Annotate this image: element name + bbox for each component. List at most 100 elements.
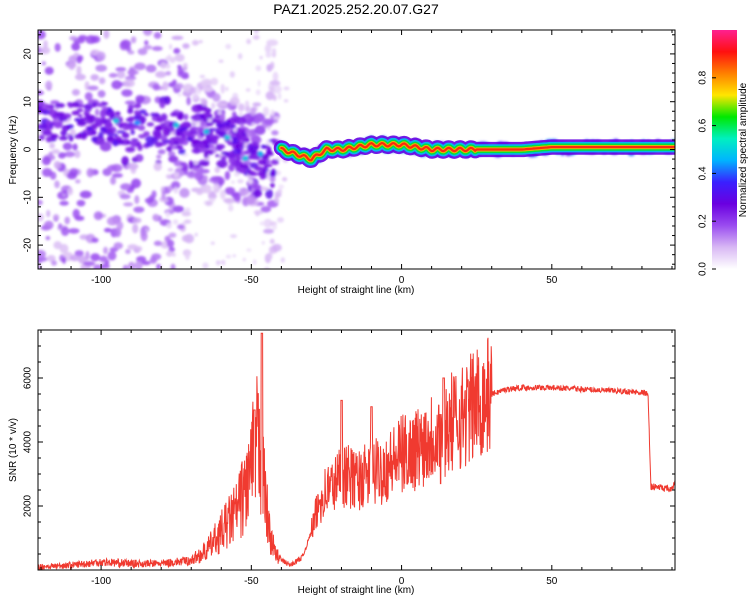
heatmap-blob-1057 bbox=[169, 112, 178, 117]
heatmap-blob-1136 bbox=[195, 142, 206, 149]
heatmap-blob-1306 bbox=[156, 117, 165, 122]
heatmap-blob-74 bbox=[265, 91, 275, 101]
heatmap-blob-363 bbox=[52, 213, 60, 221]
y-tick-label: -20 bbox=[23, 237, 34, 252]
heatmap-blob-1318 bbox=[165, 146, 172, 152]
heatmap-blob-538 bbox=[191, 40, 199, 46]
heatmap-blob-490 bbox=[266, 45, 271, 53]
heatmap-blob-630 bbox=[160, 186, 165, 192]
heatmap-blob-265 bbox=[60, 226, 70, 237]
heatmap-blob-9 bbox=[120, 183, 132, 191]
heatmap-blob-168 bbox=[38, 213, 44, 222]
heatmap-blob-244 bbox=[174, 53, 185, 62]
heatmap-blob-627 bbox=[199, 98, 206, 103]
heatmap-blob-393 bbox=[91, 237, 99, 243]
heatmap-blob-556 bbox=[210, 241, 215, 245]
heatmap-blob-1303 bbox=[266, 150, 274, 157]
heatmap-blob-77 bbox=[54, 180, 60, 189]
heatmap-blob-305 bbox=[121, 89, 133, 97]
x-tick-label: -100 bbox=[91, 576, 111, 587]
heatmap-blob-1261 bbox=[220, 151, 228, 155]
heatmap-blob-541 bbox=[196, 190, 204, 196]
heatmap-blob-130 bbox=[49, 142, 55, 149]
heatmap-blob-1179 bbox=[160, 123, 166, 127]
heatmap-blob-64 bbox=[93, 211, 103, 221]
heatmap-blob-938 bbox=[68, 134, 74, 142]
heatmap-blob-577 bbox=[277, 217, 284, 223]
heatmap-blob-593 bbox=[181, 222, 187, 226]
heatmap-blob-992 bbox=[108, 123, 114, 127]
heatmap-blob-525 bbox=[283, 99, 289, 103]
heatmap-blob-613 bbox=[205, 200, 212, 207]
heatmap-blob-1192 bbox=[83, 103, 93, 111]
heatmap-blob-377 bbox=[119, 193, 131, 200]
x-tick-label: -100 bbox=[91, 275, 111, 286]
y-tick-label: 6000 bbox=[23, 366, 34, 389]
heatmap-blob-71 bbox=[168, 232, 177, 238]
heatmap-blob-1204 bbox=[48, 104, 54, 112]
heatmap-blob-713 bbox=[215, 154, 220, 158]
heatmap-blob-1235 bbox=[133, 110, 141, 115]
heatmap-blob-328 bbox=[115, 67, 127, 72]
heatmap-blob-478 bbox=[195, 169, 201, 178]
heatmap-blob-123 bbox=[135, 154, 144, 163]
heatmap-blob-494 bbox=[141, 260, 151, 266]
heatmap-blob-340 bbox=[95, 64, 107, 72]
heatmap-blob-819 bbox=[232, 144, 237, 150]
heatmap-blob-510 bbox=[179, 161, 189, 172]
heatmap-blob-589 bbox=[229, 71, 235, 78]
heatmap-blob-960 bbox=[55, 111, 66, 117]
heatmap-blob-532 bbox=[230, 234, 237, 239]
heatmap-blob-1302 bbox=[92, 130, 97, 135]
heatmap-blob-489 bbox=[119, 40, 128, 51]
heatmap-blob-632 bbox=[164, 56, 172, 61]
heatmap-blob-70 bbox=[244, 100, 250, 108]
heatmap-blob-551 bbox=[265, 172, 270, 180]
heatmap-blob-435 bbox=[228, 163, 235, 172]
heatmap-blob-629 bbox=[165, 63, 171, 69]
heatmap-blob-726 bbox=[175, 130, 184, 137]
heatmap-blob-1359 bbox=[257, 151, 264, 157]
heatmap-blob-454 bbox=[87, 85, 99, 91]
heatmap-blob-469 bbox=[107, 251, 117, 261]
heatmap-blob-664 bbox=[98, 131, 104, 139]
heatmap-blob-338 bbox=[127, 162, 139, 170]
heatmap-blob-586 bbox=[280, 257, 285, 263]
heatmap-blob-292 bbox=[130, 36, 137, 44]
heatmap-blob-548 bbox=[172, 219, 179, 225]
heatmap-blob-1095 bbox=[41, 109, 50, 115]
x-tick-label: 50 bbox=[546, 576, 558, 587]
heatmap-blob-1293 bbox=[127, 124, 132, 128]
heatmap-blob-277 bbox=[74, 150, 81, 159]
heatmap-blob-463 bbox=[121, 156, 129, 166]
heatmap-blob-879 bbox=[261, 166, 269, 173]
heatmap-blob-1157 bbox=[169, 121, 175, 127]
heatmap-blob-497 bbox=[108, 73, 118, 78]
heatmap-blob-1076 bbox=[46, 126, 51, 132]
heatmap-blob-531 bbox=[198, 40, 203, 44]
heatmap-blob-853 bbox=[269, 171, 277, 177]
heatmap-blob-1255 bbox=[219, 127, 229, 132]
heatmap-blob-397 bbox=[151, 190, 157, 199]
colorbar-tick-label: 0.4 bbox=[698, 166, 709, 180]
heatmap-blob-1193 bbox=[91, 123, 99, 128]
heatmap-blob-183 bbox=[253, 116, 261, 125]
spectrogram-x-ticks: -100 -50 0 50 bbox=[40, 30, 673, 286]
heatmap-blob-569 bbox=[165, 211, 170, 218]
heatmap-blob-437 bbox=[86, 167, 94, 178]
heatmap-blob-206 bbox=[212, 93, 221, 102]
heatmap-blob-1322 bbox=[178, 137, 184, 145]
heatmap-blob-562 bbox=[228, 204, 234, 212]
heatmap-blob-311 bbox=[263, 218, 273, 228]
heatmap-blob-677 bbox=[116, 130, 126, 134]
heatmap-blob-607 bbox=[268, 85, 275, 93]
heatmap-blob-616 bbox=[253, 30, 259, 34]
heatmap-blob-1123 bbox=[101, 117, 107, 124]
heatmap-blob-598 bbox=[234, 171, 240, 177]
heatmap-blob-606 bbox=[178, 165, 183, 169]
heatmap-blob-87 bbox=[46, 209, 51, 218]
heatmap-blob-321 bbox=[238, 103, 245, 112]
heatmap-blob-252 bbox=[260, 205, 272, 213]
heatmap-blob-823 bbox=[206, 122, 214, 127]
heatmap-blob-543 bbox=[199, 74, 206, 79]
